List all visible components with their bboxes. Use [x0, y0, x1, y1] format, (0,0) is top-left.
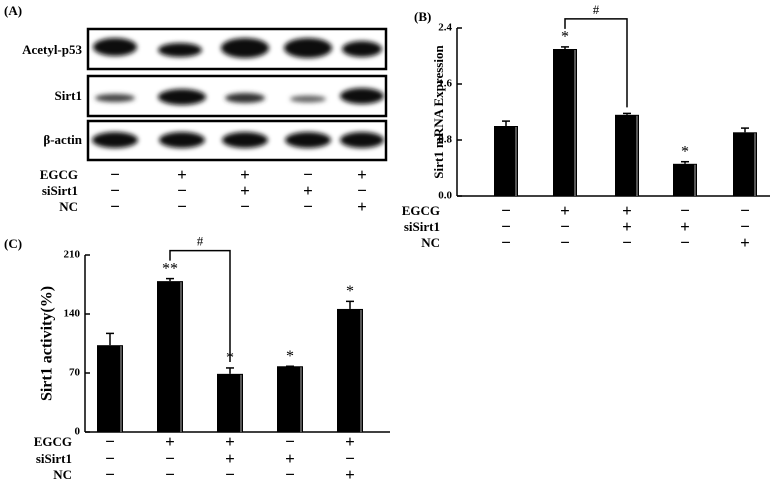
y-tick-label: 140	[64, 308, 81, 320]
treatment-sign: −	[501, 233, 511, 252]
treatment-sign: −	[680, 233, 690, 252]
treatment-sign: −	[240, 197, 250, 216]
treatment-sign: −	[303, 165, 313, 184]
treatment-sign: +	[560, 201, 570, 220]
y-tick-label: 210	[64, 249, 81, 261]
treatment-sign: +	[177, 165, 187, 184]
treatment-sign: −	[225, 465, 235, 483]
treatment-sign: −	[740, 201, 750, 220]
bar	[494, 126, 518, 196]
treatment-sign: +	[357, 197, 367, 216]
bar	[157, 281, 183, 432]
treatment-sign: −	[303, 197, 313, 216]
y-tick-label: 0	[75, 426, 81, 438]
bar	[673, 163, 697, 196]
treatment-label: NC	[421, 235, 440, 250]
bracket	[169, 249, 231, 362]
blot-bands	[92, 38, 384, 148]
treatment-sign: +	[680, 217, 690, 236]
treatment-sign: −	[105, 432, 115, 451]
treatment-label: siSirt1	[42, 183, 78, 198]
treatment-sign: +	[225, 432, 235, 451]
treatment-sign: +	[303, 181, 313, 200]
treatment-sign: +	[240, 165, 250, 184]
bracket-label: #	[593, 2, 600, 17]
treatment-sign: +	[165, 432, 175, 451]
bracket-label: #	[197, 234, 204, 249]
treatment-sign: −	[177, 181, 187, 200]
y-tick-label: 0.0	[438, 190, 452, 202]
treatment-sign: −	[345, 449, 355, 468]
treatment-sign: +	[740, 233, 750, 252]
y-tick-label: 1.6	[438, 78, 452, 90]
blot-frame	[86, 27, 388, 71]
treatment-sign: −	[680, 201, 690, 220]
bar	[553, 49, 577, 196]
treatment-label: EGCG	[34, 434, 72, 449]
treatment-sign: −	[560, 217, 570, 236]
treatment-sign: −	[740, 217, 750, 236]
treatment-sign: +	[345, 432, 355, 451]
treatment-sign: +	[357, 165, 367, 184]
bar	[277, 366, 303, 432]
bar	[733, 132, 757, 196]
treatment-sign: −	[105, 465, 115, 483]
treatment-sign: −	[560, 233, 570, 252]
treatment-sign: +	[622, 201, 632, 220]
treatment-sign: −	[177, 197, 187, 216]
significance-label: *	[346, 283, 354, 300]
treatment-sign: +	[285, 449, 295, 468]
treatment-sign: −	[110, 197, 120, 216]
treatment-label: siSirt1	[404, 219, 440, 234]
y-axis-label: Sirt1 mRNA Expression	[431, 45, 446, 179]
treatment-sign: −	[285, 465, 295, 483]
treatment-label: EGCG	[40, 167, 78, 182]
blot-frame	[86, 74, 388, 118]
panel-label: (B)	[414, 9, 431, 24]
y-tick-label: 0.8	[438, 134, 452, 146]
treatment-label: NC	[59, 199, 78, 214]
treatment-sign: −	[501, 201, 511, 220]
treatment-label: siSirt1	[36, 451, 72, 466]
bar	[337, 308, 363, 432]
significance-label: *	[681, 143, 689, 160]
significance-label: *	[286, 348, 294, 365]
treatment-sign: +	[622, 217, 632, 236]
bracket	[564, 18, 628, 108]
treatment-label: NC	[53, 467, 72, 482]
treatment-sign: −	[165, 449, 175, 468]
significance-label: **	[162, 260, 178, 277]
y-tick-label: 2.4	[438, 22, 452, 34]
treatment-sign: −	[105, 449, 115, 468]
blot-frame	[86, 119, 388, 162]
y-tick-label: 70	[69, 367, 81, 379]
treatment-label: EGCG	[402, 203, 440, 218]
treatment-sign: −	[501, 217, 511, 236]
panel-label: (C)	[4, 236, 22, 251]
treatment-sign: −	[110, 181, 120, 200]
significance-label: *	[561, 29, 569, 46]
treatment-sign: −	[285, 432, 295, 451]
bar	[615, 114, 639, 196]
bar	[217, 373, 243, 432]
blot-row-label: Acetyl-p53	[22, 42, 82, 57]
treatment-sign: +	[345, 465, 355, 483]
treatment-sign: +	[225, 449, 235, 468]
treatment-sign: −	[357, 181, 367, 200]
y-axis-label: Sirt1 activity(%)	[39, 286, 56, 401]
treatment-sign: −	[622, 233, 632, 252]
blot-row-label: β-actin	[43, 132, 82, 147]
treatment-sign: −	[165, 465, 175, 483]
treatment-sign: +	[240, 181, 250, 200]
bar	[97, 345, 123, 432]
treatment-sign: −	[110, 165, 120, 184]
blot-row-label: Sirt1	[55, 88, 82, 103]
panel-label: (A)	[4, 3, 22, 18]
